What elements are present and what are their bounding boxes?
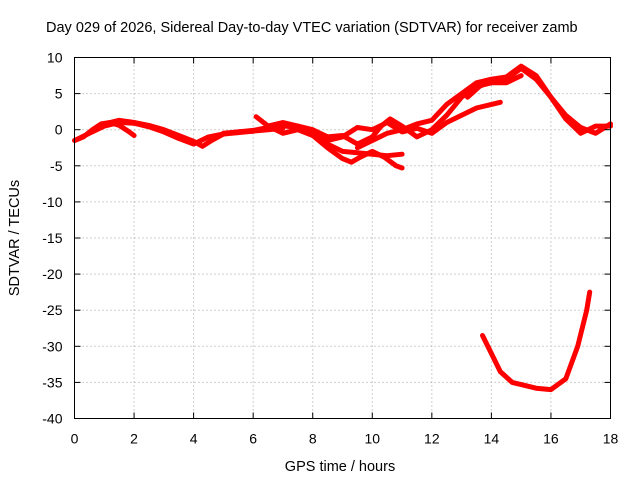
y-tick-label: -25 — [42, 302, 62, 318]
x-tick-label: 14 — [484, 431, 500, 447]
ticks — [74, 57, 611, 419]
x-tick-label: 12 — [424, 431, 440, 447]
y-axis-label: SDTVAR / TECUs — [7, 180, 23, 296]
x-tick-label: 0 — [71, 431, 79, 447]
x-tick-label: 2 — [130, 431, 138, 447]
x-tick-label: 8 — [309, 431, 317, 447]
y-tick-label: 0 — [55, 122, 63, 138]
x-tick-label: 18 — [603, 431, 619, 447]
y-tick-label: -30 — [42, 338, 62, 354]
grid — [74, 57, 611, 419]
y-tick-label: -20 — [42, 266, 62, 282]
series-arc-5 — [253, 114, 405, 171]
y-tick-label: -10 — [42, 194, 62, 210]
x-axis-label: GPS time / hours — [285, 459, 395, 475]
series-arc-8 — [354, 63, 613, 151]
y-tick-label: -35 — [42, 374, 62, 390]
x-tick-label: 10 — [364, 431, 380, 447]
y-tick-label: -15 — [42, 230, 62, 246]
series-arc-7 — [295, 73, 524, 147]
y-tick-label: 5 — [55, 86, 63, 102]
y-tick-label: 10 — [47, 50, 63, 66]
y-tick-label: -40 — [42, 411, 62, 427]
y-tick-label: -5 — [50, 158, 63, 174]
series-arc-10 — [480, 289, 593, 393]
x-tick-label: 16 — [543, 431, 559, 447]
chart-title: Day 029 of 2026, Sidereal Day-to-day VTE… — [46, 20, 578, 36]
x-tick-label: 6 — [249, 431, 257, 447]
tick-labels: 0 2 4 6 8 10 12 14 16 18 10 5 0 -5 -10 -15 -20 -25 -30 -35 -… — [42, 50, 618, 447]
x-tick-label: 4 — [190, 431, 198, 447]
series-arc-9 — [465, 65, 613, 136]
series-layer — [72, 63, 613, 393]
